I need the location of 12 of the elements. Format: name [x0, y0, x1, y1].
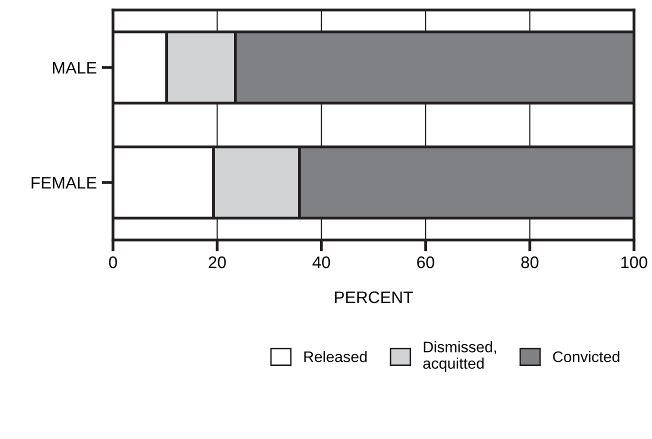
- x-tick-label: 40: [312, 256, 330, 268]
- legend-label: Dismissed, acquitted: [423, 341, 496, 372]
- legend-label: Released: [304, 350, 367, 362]
- x-axis-title: PERCENT: [335, 291, 413, 304]
- x-tick-label: 0: [109, 256, 117, 268]
- x-tick-label: 100: [621, 256, 648, 268]
- legend-label: Convicted: [553, 350, 620, 362]
- x-tick-label: 60: [417, 256, 434, 268]
- x-tick-label: 20: [208, 256, 226, 268]
- y-tick-label: FEMALE: [32, 177, 96, 189]
- x-tick-label: 80: [521, 256, 538, 268]
- y-tick-label: MALE: [53, 62, 96, 74]
